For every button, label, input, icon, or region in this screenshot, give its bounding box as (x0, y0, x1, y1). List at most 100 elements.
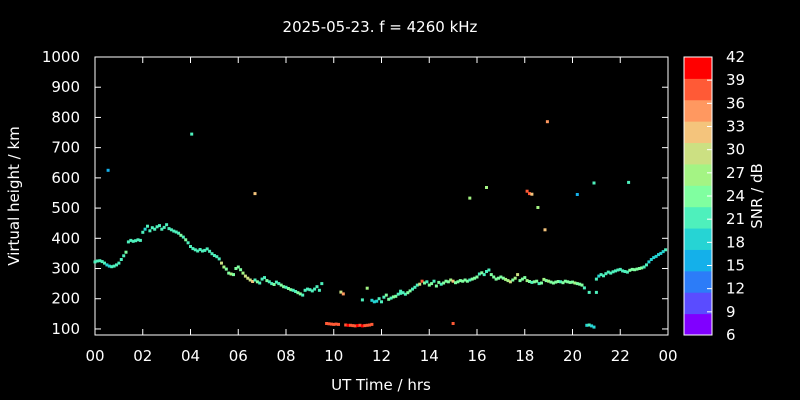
data-point (372, 300, 376, 304)
data-point (360, 298, 364, 302)
data-point (497, 276, 500, 280)
data-point (468, 278, 472, 282)
data-point (532, 280, 536, 284)
x-tick-label: 18 (515, 347, 534, 365)
data-point (267, 280, 271, 284)
data-point (501, 276, 505, 280)
data-point (525, 279, 529, 283)
data-point (499, 275, 503, 279)
data-point (358, 323, 362, 327)
data-point (511, 278, 515, 282)
data-point (473, 276, 477, 280)
data-point (461, 279, 465, 283)
plot-frame (94, 56, 669, 336)
data-point (413, 285, 417, 289)
data-point (236, 265, 240, 269)
data-point (115, 263, 118, 267)
data-point (520, 277, 524, 281)
data-point (253, 278, 257, 282)
data-point (606, 270, 610, 274)
data-point (446, 280, 450, 284)
data-point (227, 271, 231, 275)
data-point (536, 206, 540, 209)
data-point (485, 270, 488, 273)
y-axis-label: Virtual height / km (5, 126, 23, 265)
data-point (396, 292, 400, 296)
data-point (633, 268, 637, 272)
data-point (265, 279, 269, 283)
data-point (399, 289, 403, 293)
data-point (525, 189, 529, 193)
data-point (442, 281, 446, 285)
data-point (360, 324, 364, 328)
data-point (659, 251, 663, 255)
data-point (160, 227, 164, 231)
data-point (339, 290, 343, 294)
data-point (143, 227, 147, 231)
data-point (215, 255, 219, 259)
data-point (298, 292, 302, 296)
data-point (506, 279, 510, 283)
data-point (317, 288, 321, 292)
data-point (556, 280, 560, 283)
data-point (325, 322, 329, 325)
data-point (356, 324, 360, 328)
data-point (294, 290, 298, 293)
data-point (190, 132, 194, 136)
data-point (420, 279, 424, 283)
data-point (103, 261, 106, 265)
data-point (179, 233, 183, 237)
data-point (260, 277, 264, 281)
data-point (341, 292, 345, 296)
data-point (95, 259, 99, 263)
data-point (551, 281, 555, 285)
data-point (205, 247, 209, 251)
colorbar-segment (684, 99, 712, 122)
data-point (406, 291, 410, 295)
y-tick-label: 200 (51, 290, 80, 308)
data-point (353, 324, 357, 328)
data-point (346, 323, 350, 327)
data-point (320, 282, 324, 286)
data-point (528, 192, 531, 196)
x-axis-label: UT Time / hrs (331, 376, 431, 394)
y-tick-label: 800 (51, 108, 80, 126)
chart-title: 2025-05-23. f = 4260 kHz (283, 18, 478, 36)
data-point (158, 224, 161, 228)
colorbar-segment (684, 185, 712, 208)
data-point (375, 299, 379, 303)
data-point (587, 323, 591, 327)
data-point (468, 196, 472, 200)
data-point (174, 230, 178, 234)
data-point (516, 273, 520, 277)
data-point (98, 259, 102, 263)
data-point (107, 264, 111, 268)
colorbar-segment (684, 206, 712, 229)
data-point (303, 288, 307, 292)
colorbar-label: SNR / dB (748, 163, 766, 229)
data-point (411, 287, 414, 291)
colorbar-segment (684, 57, 712, 79)
colorbar-segment (684, 270, 712, 293)
y-tick-label: 400 (51, 229, 80, 247)
data-point (222, 265, 226, 269)
x-tick-label: 20 (563, 347, 582, 365)
colorbar: 42 39 36 33 30 27 24 21 18 15 12 9 6 (683, 48, 745, 344)
data-point (162, 225, 166, 229)
data-point (165, 223, 169, 227)
data-point (451, 279, 455, 283)
data-point (134, 239, 138, 243)
data-point (363, 324, 367, 328)
data-point (485, 186, 488, 189)
data-point (258, 281, 262, 285)
data-point (208, 249, 212, 253)
data-point (399, 291, 403, 295)
data-point (315, 285, 319, 289)
data-point (568, 280, 572, 284)
data-point (296, 291, 300, 295)
colorbar-tick-label: 6 (726, 326, 736, 344)
data-point (489, 273, 493, 277)
data-point (306, 287, 309, 291)
data-point (391, 295, 395, 299)
data-point (627, 180, 631, 184)
